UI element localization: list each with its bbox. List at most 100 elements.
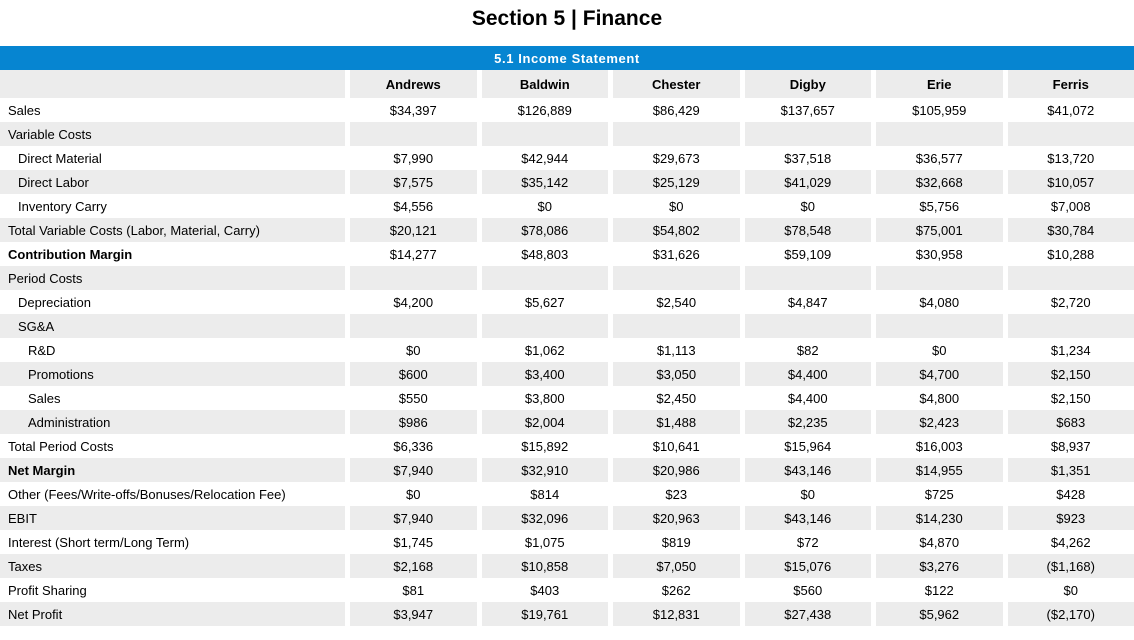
table-cell: $81 [345, 578, 477, 602]
table-cell: $29,673 [608, 146, 740, 170]
table-cell: $31,626 [608, 242, 740, 266]
table-cell: $10,288 [1002, 242, 1134, 266]
table-cell: ($1,168) [1002, 554, 1134, 578]
row-label: Direct Material [0, 146, 345, 170]
table-cell: $20,963 [608, 506, 740, 530]
table-cell: $819 [608, 530, 740, 554]
table-cell: $32,910 [476, 458, 608, 482]
table-cell [1002, 314, 1134, 338]
row-label: Inventory Carry [0, 194, 345, 218]
table-cell: $16,003 [871, 434, 1003, 458]
row-label: SG&A [0, 314, 345, 338]
table-cell: $3,947 [345, 602, 477, 626]
table-cell: $19,761 [476, 602, 608, 626]
table-cell: $37,518 [739, 146, 871, 170]
table-cell [739, 266, 871, 290]
table-cell: $0 [739, 482, 871, 506]
table-cell: $262 [608, 578, 740, 602]
table-cell: $4,262 [1002, 530, 1134, 554]
column-header-digby: Digby [739, 70, 871, 98]
table-cell: $2,150 [1002, 386, 1134, 410]
table-cell: $5,756 [871, 194, 1003, 218]
table-row: Total Variable Costs (Labor, Material, C… [0, 218, 1134, 242]
table-cell: $7,990 [345, 146, 477, 170]
table-cell: $122 [871, 578, 1003, 602]
table-cell: $27,438 [739, 602, 871, 626]
table-cell: $82 [739, 338, 871, 362]
table-row: Interest (Short term/Long Term) $1,745 $1,… [0, 530, 1134, 554]
row-label: Sales [0, 98, 345, 122]
row-label: EBIT [0, 506, 345, 530]
table-cell: $0 [608, 194, 740, 218]
table-cell: $4,080 [871, 290, 1003, 314]
table-cell: $1,234 [1002, 338, 1134, 362]
table-cell: $30,784 [1002, 218, 1134, 242]
row-label: Net Profit [0, 602, 345, 626]
income-statement-banner: 5.1 Income Statement [0, 46, 1134, 70]
table-row: Other (Fees/Write-offs/Bonuses/Relocatio… [0, 482, 1134, 506]
table-cell: ($2,170) [1002, 602, 1134, 626]
table-cell: $32,668 [871, 170, 1003, 194]
table-cell [608, 122, 740, 146]
table-cell: $2,540 [608, 290, 740, 314]
table-cell [871, 122, 1003, 146]
table-row: Direct Material $7,990 $42,944 $29,673 $37,5… [0, 146, 1134, 170]
table-cell [345, 122, 477, 146]
table-cell: $5,962 [871, 602, 1003, 626]
table-cell: $10,858 [476, 554, 608, 578]
table-cell: $5,627 [476, 290, 608, 314]
table-cell: $6,336 [345, 434, 477, 458]
table-row: Contribution Margin $14,277 $48,803 $31,626… [0, 242, 1134, 266]
table-column-headers: Andrews Baldwin Chester Digby Erie Ferris [0, 70, 1134, 98]
table-cell: $78,086 [476, 218, 608, 242]
table-cell [739, 314, 871, 338]
row-label: Sales [0, 386, 345, 410]
table-cell [608, 314, 740, 338]
table-row: Inventory Carry $4,556 $0 $0 $0 $5,756 $7,008 [0, 194, 1134, 218]
table-cell: $1,075 [476, 530, 608, 554]
table-cell: $0 [345, 482, 477, 506]
table-cell: $14,955 [871, 458, 1003, 482]
row-label: Period Costs [0, 266, 345, 290]
table-cell: $86,429 [608, 98, 740, 122]
column-header-baldwin: Baldwin [476, 70, 608, 98]
table-cell: $4,556 [345, 194, 477, 218]
row-label: Profit Sharing [0, 578, 345, 602]
column-header-andrews: Andrews [345, 70, 477, 98]
table-cell: $683 [1002, 410, 1134, 434]
table-cell: $0 [476, 194, 608, 218]
table-cell: $3,400 [476, 362, 608, 386]
table-cell: $0 [345, 338, 477, 362]
table-cell: $0 [871, 338, 1003, 362]
table-row: Net Margin $7,940 $32,910 $20,986 $43,146 $14… [0, 458, 1134, 482]
table-row: Sales $550 $3,800 $2,450 $4,400 $4,800 $2,150 [0, 386, 1134, 410]
column-header-chester: Chester [608, 70, 740, 98]
table-cell: $15,964 [739, 434, 871, 458]
table-row: Variable Costs [0, 122, 1134, 146]
table-cell: $8,937 [1002, 434, 1134, 458]
row-label: Depreciation [0, 290, 345, 314]
table-cell: $15,892 [476, 434, 608, 458]
table-row: Taxes $2,168 $10,858 $7,050 $15,076 $3,276 ($1… [0, 554, 1134, 578]
table-cell: $7,050 [608, 554, 740, 578]
table-cell: $75,001 [871, 218, 1003, 242]
table-cell: $1,062 [476, 338, 608, 362]
table-cell: $35,142 [476, 170, 608, 194]
table-cell: $2,450 [608, 386, 740, 410]
table-row: Profit Sharing $81 $403 $262 $560 $122 $0 [0, 578, 1134, 602]
table-cell: $4,400 [739, 386, 871, 410]
table-cell: $4,400 [739, 362, 871, 386]
table-cell: $36,577 [871, 146, 1003, 170]
table-cell: $105,959 [871, 98, 1003, 122]
table-cell: $3,800 [476, 386, 608, 410]
table-cell: $814 [476, 482, 608, 506]
table-cell: $41,072 [1002, 98, 1134, 122]
table-row: Total Period Costs $6,336 $15,892 $10,641 $1… [0, 434, 1134, 458]
table-cell: $1,113 [608, 338, 740, 362]
table-cell: $7,575 [345, 170, 477, 194]
table-cell: $1,488 [608, 410, 740, 434]
row-label: Other (Fees/Write-offs/Bonuses/Relocatio… [0, 482, 345, 506]
table-cell: $4,847 [739, 290, 871, 314]
table-row: SG&A [0, 314, 1134, 338]
